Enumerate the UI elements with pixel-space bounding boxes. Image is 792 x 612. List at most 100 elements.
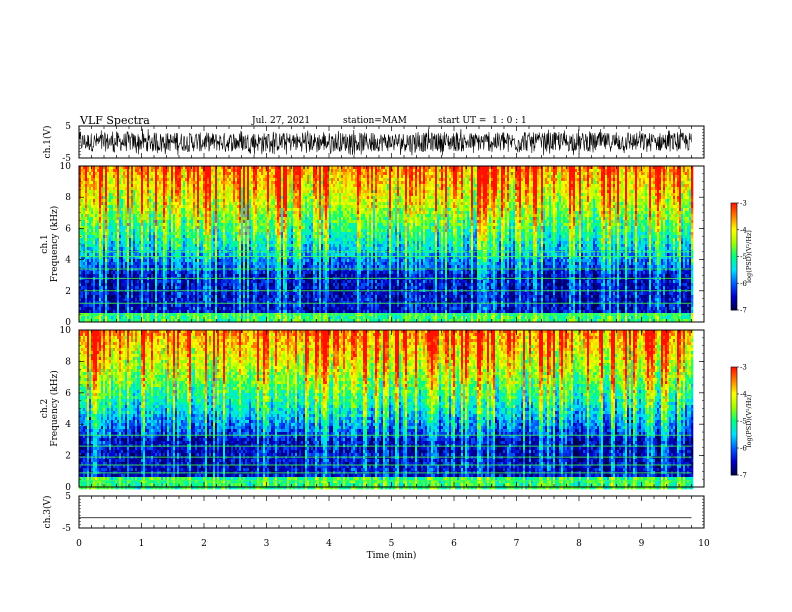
psd-cell: [235, 283, 237, 286]
psd-cell: [253, 295, 255, 298]
psd-cell: [107, 295, 109, 298]
psd-cell: [99, 286, 101, 289]
psd-cell: [193, 211, 195, 214]
psd-cell: [131, 175, 133, 178]
psd-cell: [153, 226, 155, 229]
psd-cell: [179, 220, 181, 223]
psd-cell: [221, 295, 223, 298]
psd-cell: [81, 172, 83, 175]
psd-cell: [217, 217, 219, 220]
psd-cell: [93, 217, 95, 220]
psd-cell: [205, 259, 207, 262]
psd-cell: [87, 196, 89, 199]
psd-cell: [177, 196, 179, 199]
psd-cell: [155, 274, 157, 277]
psd-cell: [95, 190, 97, 193]
psd-cell: [89, 295, 91, 298]
psd-cell: [137, 211, 139, 214]
psd-cell: [97, 205, 99, 208]
psd-cell: [119, 223, 121, 226]
psd-cell: [131, 286, 133, 289]
psd-cell: [245, 208, 247, 211]
psd-cell: [93, 211, 95, 214]
psd-cell: [189, 238, 191, 241]
psd-cell: [269, 190, 271, 193]
psd-cell: [253, 220, 255, 223]
psd-cell: [171, 193, 173, 196]
psd-cell: [215, 235, 217, 238]
psd-cell: [163, 181, 165, 184]
psd-cell: [89, 208, 91, 211]
psd-cell: [129, 274, 131, 277]
psd-cell: [199, 262, 201, 265]
psd-cell: [201, 169, 203, 172]
psd-cell: [253, 235, 255, 238]
psd-cell: [207, 205, 209, 208]
psd-cell: [185, 298, 187, 301]
psd-cell: [187, 199, 189, 202]
psd-cell: [259, 190, 261, 193]
psd-cell: [233, 199, 235, 202]
psd-cell: [167, 211, 169, 214]
psd-cell: [115, 241, 117, 244]
psd-cell: [147, 217, 149, 220]
psd-cell: [191, 295, 193, 298]
psd-cell: [221, 217, 223, 220]
psd-cell: [185, 172, 187, 175]
psd-cell: [111, 259, 113, 262]
psd-cell: [99, 214, 101, 217]
psd-cell: [191, 265, 193, 268]
psd-cell: [103, 199, 105, 202]
psd-cell: [169, 301, 171, 304]
psd-cell: [171, 223, 173, 226]
psd-cell: [257, 259, 259, 262]
psd-cell: [261, 178, 263, 181]
psd-cell: [205, 184, 207, 187]
psd-cell: [159, 226, 161, 229]
psd-cell: [199, 172, 201, 175]
psd-cell: [257, 247, 259, 250]
psd-cell: [161, 199, 163, 202]
psd-cell: [215, 292, 217, 295]
psd-cell: [217, 301, 219, 304]
psd-cell: [133, 286, 135, 289]
psd-cell: [137, 214, 139, 217]
psd-cell: [149, 307, 151, 310]
psd-cell: [181, 259, 183, 262]
psd-cell: [119, 232, 121, 235]
psd-cell: [153, 178, 155, 181]
psd-cell: [187, 169, 189, 172]
psd-cell: [163, 223, 165, 226]
psd-cell: [87, 172, 89, 175]
psd-cell: [89, 205, 91, 208]
psd-cell: [243, 271, 245, 274]
psd-cell: [105, 175, 107, 178]
psd-cell: [151, 244, 153, 247]
psd-cell: [159, 292, 161, 295]
psd-cell: [167, 205, 169, 208]
psd-cell: [255, 208, 257, 211]
psd-cell: [223, 265, 225, 268]
psd-cell: [247, 214, 249, 217]
psd-cell: [265, 244, 267, 247]
psd-cell: [243, 253, 245, 256]
psd-cell: [183, 184, 185, 187]
psd-cell: [227, 193, 229, 196]
psd-cell: [119, 184, 121, 187]
psd-cell: [203, 238, 205, 241]
psd-cell: [141, 193, 143, 196]
psd-cell: [91, 223, 93, 226]
psd-cell: [163, 214, 165, 217]
psd-cell: [197, 226, 199, 229]
psd-cell: [127, 181, 129, 184]
psd-cell: [223, 223, 225, 226]
psd-cell: [259, 304, 261, 307]
psd-cell: [255, 229, 257, 232]
psd-cell: [243, 292, 245, 295]
psd-cell: [171, 316, 173, 319]
psd-cell: [235, 217, 237, 220]
psd-cell: [135, 172, 137, 175]
psd-cell: [227, 187, 229, 190]
psd-cell: [149, 295, 151, 298]
psd-cell: [99, 199, 101, 202]
